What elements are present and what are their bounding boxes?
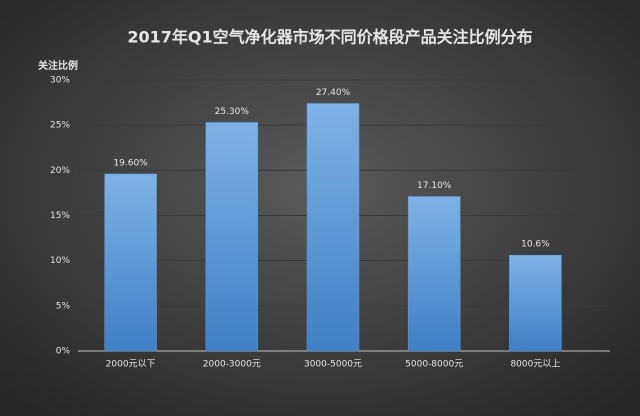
x-tick-label: 3000-5000元: [304, 360, 362, 370]
bar: [407, 196, 461, 352]
x-tick-label: 5000-8000元: [405, 360, 463, 370]
value-label: 10.6%: [521, 240, 550, 250]
y-tick-label: 25%: [50, 121, 70, 131]
x-tick-label: 2000元以下: [106, 360, 156, 370]
y-tick-label: 15%: [50, 211, 70, 221]
bar: [205, 122, 259, 352]
y-tick-label: 10%: [50, 256, 70, 266]
value-label: 17.10%: [417, 181, 452, 191]
y-tick-label: 5%: [56, 301, 71, 311]
x-tick-label: 2000-3000元: [203, 360, 261, 370]
bar: [104, 173, 157, 352]
y-tick-label: 20%: [50, 166, 70, 176]
value-label: 25.30%: [215, 107, 250, 117]
bar: [306, 103, 360, 352]
value-label: 27.40%: [316, 88, 351, 98]
y-axis-label: 关注比例: [38, 59, 78, 72]
bar: [509, 254, 562, 352]
y-tick-label: 0%: [56, 347, 71, 357]
chart-title: 2017年Q1空气净化器市场不同价格段产品关注比例分布: [127, 28, 532, 47]
x-tick-label: 8000元以上: [510, 359, 560, 370]
value-label: 19.60%: [113, 158, 148, 168]
y-tick-label: 30%: [50, 76, 70, 86]
